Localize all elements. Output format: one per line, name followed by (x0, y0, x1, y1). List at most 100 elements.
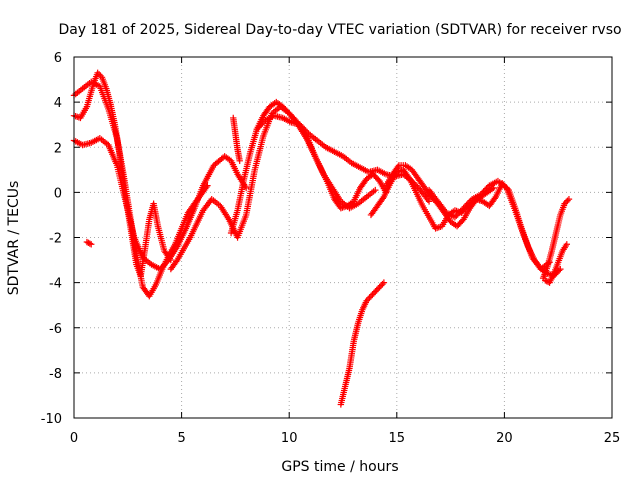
x-tick-label: 5 (177, 431, 185, 446)
data-point (561, 200, 568, 207)
data-point (477, 191, 484, 198)
data-point (562, 198, 570, 206)
data-point (302, 127, 309, 134)
data-point (454, 210, 461, 218)
data-point (255, 124, 262, 131)
series-sat-i (425, 177, 553, 273)
data-point (367, 292, 375, 300)
data-point (461, 203, 469, 210)
series-sat-m (83, 238, 95, 248)
data-point (364, 295, 372, 303)
data-point (458, 206, 466, 213)
data-point (86, 240, 93, 247)
data-point (377, 282, 385, 289)
x-tick-label: 20 (496, 431, 513, 446)
y-tick-label: 6 (54, 51, 62, 66)
data-point (299, 124, 307, 131)
data-point (173, 258, 180, 265)
data-point (564, 197, 571, 204)
data-point (88, 241, 95, 248)
data-point (405, 174, 412, 181)
y-tick-label: -10 (41, 412, 62, 427)
y-tick-label: -8 (49, 367, 62, 382)
data-point (161, 261, 168, 268)
data-point (95, 71, 103, 78)
data-point (565, 195, 573, 203)
grid (74, 57, 612, 418)
data-point (394, 163, 402, 171)
series-sat-f (253, 112, 433, 205)
data-point (242, 184, 250, 192)
axis-ticks: 0 5 10 15 20 25 -10 -8 -6 -4 -2 0 2 4 6 (41, 51, 621, 446)
data-point (457, 207, 464, 215)
data-point (375, 176, 382, 183)
data-point (253, 126, 261, 133)
data-point (463, 201, 470, 209)
data-point (491, 195, 498, 202)
data-point (380, 279, 388, 286)
data-point (456, 209, 463, 216)
data-point (557, 265, 564, 273)
series-sat-j (539, 195, 573, 282)
x-tick-label: 15 (389, 431, 406, 446)
data-point (369, 291, 376, 298)
y-tick-label: -2 (49, 232, 62, 247)
data-point (162, 259, 170, 267)
y-tick-label: -4 (49, 277, 62, 292)
x-tick-label: 25 (604, 431, 621, 446)
data-point (85, 239, 92, 246)
x-tick-label: 0 (70, 431, 78, 446)
data-point (466, 198, 473, 206)
data-point (366, 294, 373, 301)
data-point (481, 186, 489, 194)
data-point (256, 122, 263, 130)
y-tick-label: 4 (54, 96, 62, 111)
data-point (258, 121, 265, 128)
data-point (94, 69, 101, 76)
data-point (259, 119, 266, 127)
data-point (158, 264, 165, 271)
data-point (478, 189, 486, 197)
y-tick-label: 0 (54, 186, 62, 201)
data-point (425, 198, 433, 205)
data-point (376, 283, 383, 291)
data-point (379, 195, 387, 202)
data-point (374, 285, 382, 292)
data-point (370, 289, 378, 297)
data-point (363, 297, 370, 304)
y-tick-label: 2 (54, 141, 62, 156)
data-point (156, 265, 164, 273)
x-tick-label: 10 (281, 431, 298, 446)
data-points (70, 69, 573, 408)
y-axis-title: SDTVAR / TECUs (6, 181, 22, 296)
series-sat-n (230, 114, 243, 164)
data-point (451, 213, 459, 221)
data-point (303, 129, 311, 136)
data-point (301, 126, 308, 133)
data-point (480, 188, 487, 195)
data-point (159, 262, 167, 270)
series-sat-l (337, 279, 388, 408)
data-point (83, 238, 91, 246)
data-point (372, 288, 379, 295)
data-point (379, 280, 386, 288)
data-point (97, 72, 104, 80)
data-point (373, 286, 380, 294)
data-point (453, 212, 460, 219)
chart-title: Day 181 of 2025, Sidereal Day-to-day VTE… (58, 22, 621, 38)
data-point (296, 121, 304, 128)
data-point (460, 204, 467, 212)
data-point (483, 185, 490, 192)
data-point (236, 157, 243, 164)
data-point (372, 186, 379, 194)
data-point (459, 217, 466, 225)
series-sat-k (542, 241, 571, 286)
series-sat-c (70, 135, 250, 273)
data-point (464, 200, 472, 207)
data-point (563, 241, 571, 248)
x-axis-title: GPS time / hours (281, 459, 398, 475)
series-sat-b (70, 78, 211, 300)
y-tick-label: -6 (49, 322, 62, 337)
data-point (298, 122, 305, 130)
